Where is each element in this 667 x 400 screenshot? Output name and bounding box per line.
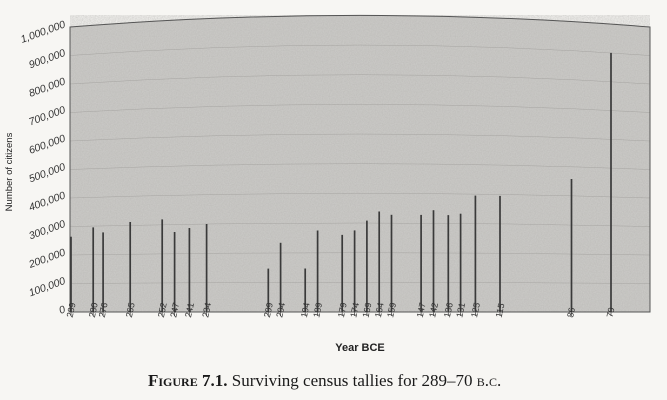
svg-text:147: 147	[415, 302, 428, 319]
svg-text:300,000: 300,000	[27, 218, 67, 242]
svg-text:200,000: 200,000	[26, 246, 67, 271]
svg-text:131: 131	[454, 302, 467, 319]
svg-text:204: 204	[274, 302, 287, 319]
svg-text:86: 86	[565, 307, 577, 319]
svg-text:169: 169	[361, 302, 374, 319]
svg-text:252: 252	[156, 302, 169, 319]
svg-text:Year BCE: Year BCE	[335, 342, 385, 354]
svg-text:189: 189	[311, 302, 324, 319]
svg-text:400,000: 400,000	[27, 189, 67, 213]
svg-text:174: 174	[348, 302, 361, 319]
svg-text:179: 179	[336, 302, 349, 319]
svg-text:142: 142	[427, 302, 440, 319]
svg-text:164: 164	[373, 302, 386, 319]
svg-text:234: 234	[200, 302, 213, 319]
svg-text:100,000: 100,000	[27, 275, 67, 299]
svg-text:241: 241	[183, 302, 196, 319]
svg-text:276: 276	[97, 302, 110, 319]
svg-text:209: 209	[262, 302, 275, 319]
svg-text:Number of citizens: Number of citizens	[4, 132, 15, 211]
svg-text:800,000: 800,000	[27, 75, 67, 99]
svg-text:194: 194	[299, 302, 312, 319]
svg-text:500,000: 500,000	[27, 161, 67, 185]
svg-text:136: 136	[442, 302, 455, 319]
svg-text:700,000: 700,000	[27, 104, 67, 128]
svg-text:115: 115	[494, 302, 507, 318]
svg-text:125: 125	[469, 302, 482, 319]
svg-text:1,000,000: 1,000,000	[19, 18, 67, 45]
svg-text:159: 159	[385, 302, 398, 319]
svg-text:247: 247	[168, 302, 181, 319]
svg-text:70: 70	[605, 307, 617, 319]
svg-text:600,000: 600,000	[27, 132, 67, 156]
svg-text:289: 289	[65, 302, 78, 319]
svg-text:900,000: 900,000	[27, 47, 67, 71]
svg-text:265: 265	[124, 302, 137, 319]
